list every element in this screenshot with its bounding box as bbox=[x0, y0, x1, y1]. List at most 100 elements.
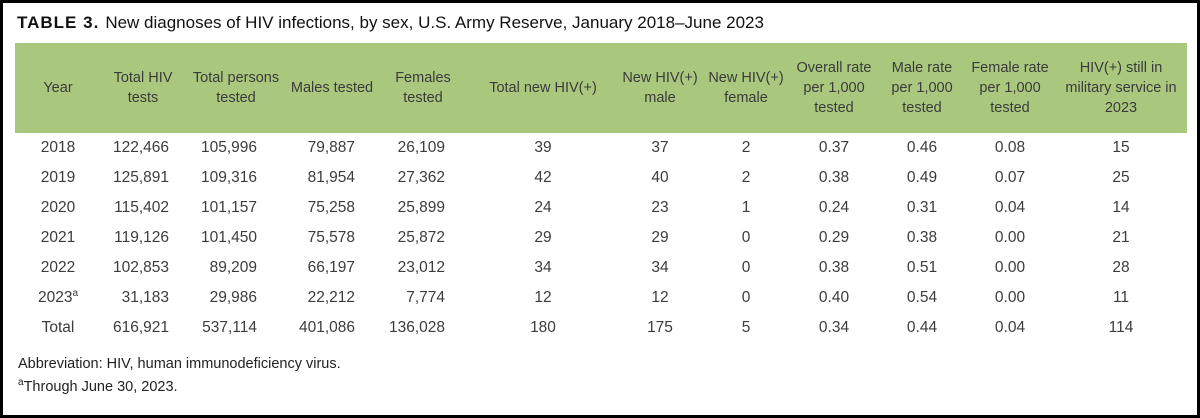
value-cell: 0 bbox=[703, 283, 789, 314]
column-header: New HIV(+) female bbox=[703, 43, 789, 134]
value-cell: 28 bbox=[1055, 253, 1187, 284]
report-table-page: TABLE 3. New diagnoses of HIV infections,… bbox=[3, 3, 1197, 398]
value-cell: 14 bbox=[1055, 193, 1187, 224]
value-cell: 25,872 bbox=[377, 223, 469, 254]
table-row: 2018 122,466 105,996 79,887 26,109 39 37 2 0.37 0… bbox=[15, 133, 1187, 164]
value-cell: 15 bbox=[1055, 133, 1187, 164]
value-cell: 101,450 bbox=[185, 223, 287, 254]
value-cell: 1 bbox=[703, 193, 789, 224]
value-cell: 105,996 bbox=[185, 133, 287, 164]
value-cell: 81,954 bbox=[287, 163, 377, 194]
value-cell: 125,891 bbox=[101, 163, 185, 194]
year-cell: 2020 bbox=[15, 193, 101, 224]
value-cell: 175 bbox=[617, 313, 703, 344]
value-cell: 27,362 bbox=[377, 163, 469, 194]
value-cell: 23,012 bbox=[377, 253, 469, 284]
table-title-text: New diagnoses of HIV infections, by sex,… bbox=[105, 13, 764, 32]
column-header: Total HIV tests bbox=[101, 43, 185, 134]
year-cell: Total bbox=[15, 313, 101, 344]
year-cell: 2019 bbox=[15, 163, 101, 194]
column-header: HIV(+) still in military service in 2023 bbox=[1055, 43, 1187, 134]
table-row: Total 616,921 537,114 401,086 136,028 180 175 5… bbox=[15, 313, 1187, 344]
value-cell: 0.29 bbox=[789, 223, 879, 254]
value-cell: 0.04 bbox=[965, 193, 1055, 224]
value-cell: 115,402 bbox=[101, 193, 185, 224]
column-header: Female rate per 1,000 tested bbox=[965, 43, 1055, 134]
year-cell: 2022 bbox=[15, 253, 101, 284]
value-cell: 537,114 bbox=[185, 313, 287, 344]
value-cell: 31,183 bbox=[101, 283, 185, 314]
value-cell: 0.24 bbox=[789, 193, 879, 224]
value-cell: 0.54 bbox=[879, 283, 965, 314]
date-note-text: Through June 30, 2023. bbox=[23, 378, 178, 395]
column-header: New HIV(+) male bbox=[617, 43, 703, 134]
value-cell: 25,899 bbox=[377, 193, 469, 224]
column-header: Males tested bbox=[287, 43, 377, 134]
value-cell: 26,109 bbox=[377, 133, 469, 164]
year-cell: 2018 bbox=[15, 133, 101, 164]
value-cell: 136,028 bbox=[377, 313, 469, 344]
value-cell: 37 bbox=[617, 133, 703, 164]
hiv-diagnoses-table: Year Total HIV tests Total persons tested M… bbox=[15, 43, 1187, 344]
value-cell: 75,258 bbox=[287, 193, 377, 224]
value-cell: 24 bbox=[469, 193, 617, 224]
value-cell: 616,921 bbox=[101, 313, 185, 344]
value-cell: 0.00 bbox=[965, 283, 1055, 314]
value-cell: 0.08 bbox=[965, 133, 1055, 164]
value-cell: 79,887 bbox=[287, 133, 377, 164]
value-cell: 12 bbox=[617, 283, 703, 314]
value-cell: 0.07 bbox=[965, 163, 1055, 194]
column-header: Total new HIV(+) bbox=[469, 43, 617, 134]
value-cell: 0.40 bbox=[789, 283, 879, 314]
value-cell: 42 bbox=[469, 163, 617, 194]
value-cell: 0.49 bbox=[879, 163, 965, 194]
value-cell: 102,853 bbox=[101, 253, 185, 284]
value-cell: 0.31 bbox=[879, 193, 965, 224]
value-cell: 34 bbox=[469, 253, 617, 284]
value-cell: 0 bbox=[703, 223, 789, 254]
value-cell: 66,197 bbox=[287, 253, 377, 284]
value-cell: 0.38 bbox=[789, 253, 879, 284]
column-header: Year bbox=[15, 43, 101, 134]
value-cell: 22,212 bbox=[287, 283, 377, 314]
table-header: Year Total HIV tests Total persons tested M… bbox=[15, 43, 1187, 134]
value-cell: 40 bbox=[617, 163, 703, 194]
value-cell: 0.38 bbox=[789, 163, 879, 194]
column-header: Male rate per 1,000 tested bbox=[879, 43, 965, 134]
value-cell: 12 bbox=[469, 283, 617, 314]
date-note: aThrough June 30, 2023. bbox=[18, 376, 1185, 398]
value-cell: 23 bbox=[617, 193, 703, 224]
column-header: Females tested bbox=[377, 43, 469, 134]
value-cell: 5 bbox=[703, 313, 789, 344]
table-row: 2023a 31,183 29,986 22,212 7,774 12 12 0 0.40 0.5… bbox=[15, 283, 1187, 314]
value-cell: 2 bbox=[703, 133, 789, 164]
value-cell: 114 bbox=[1055, 313, 1187, 344]
value-cell: 0.00 bbox=[965, 253, 1055, 284]
value-cell: 0.51 bbox=[879, 253, 965, 284]
table-row: 2020 115,402 101,157 75,258 25,899 24 23 1 0.24 0… bbox=[15, 193, 1187, 224]
value-cell: 401,086 bbox=[287, 313, 377, 344]
column-header: Overall rate per 1,000 tested bbox=[789, 43, 879, 134]
year-cell: 2021 bbox=[15, 223, 101, 254]
footnote-marker: a bbox=[18, 376, 24, 388]
value-cell: 0.00 bbox=[965, 223, 1055, 254]
table-row: 2021 119,126 101,450 75,578 25,872 29 29 0 0.29 0… bbox=[15, 223, 1187, 254]
abbreviation-note: Abbreviation: HIV, human immunodeficienc… bbox=[18, 356, 341, 373]
value-cell: 34 bbox=[617, 253, 703, 284]
footnotes: Abbreviation: HIV, human immunodeficienc… bbox=[18, 353, 1185, 398]
value-cell: 0.34 bbox=[789, 313, 879, 344]
value-cell: 2 bbox=[703, 163, 789, 194]
value-cell: 89,209 bbox=[185, 253, 287, 284]
footnote-marker: a bbox=[72, 288, 79, 300]
value-cell: 29 bbox=[617, 223, 703, 254]
value-cell: 122,466 bbox=[101, 133, 185, 164]
table-row: 2022 102,853 89,209 66,197 23,012 34 34 0 0.38 0.… bbox=[15, 253, 1187, 284]
value-cell: 180 bbox=[469, 313, 617, 344]
value-cell: 29,986 bbox=[185, 283, 287, 314]
value-cell: 0.46 bbox=[879, 133, 965, 164]
value-cell: 101,157 bbox=[185, 193, 287, 224]
value-cell: 109,316 bbox=[185, 163, 287, 194]
value-cell: 25 bbox=[1055, 163, 1187, 194]
value-cell: 29 bbox=[469, 223, 617, 254]
value-cell: 75,578 bbox=[287, 223, 377, 254]
